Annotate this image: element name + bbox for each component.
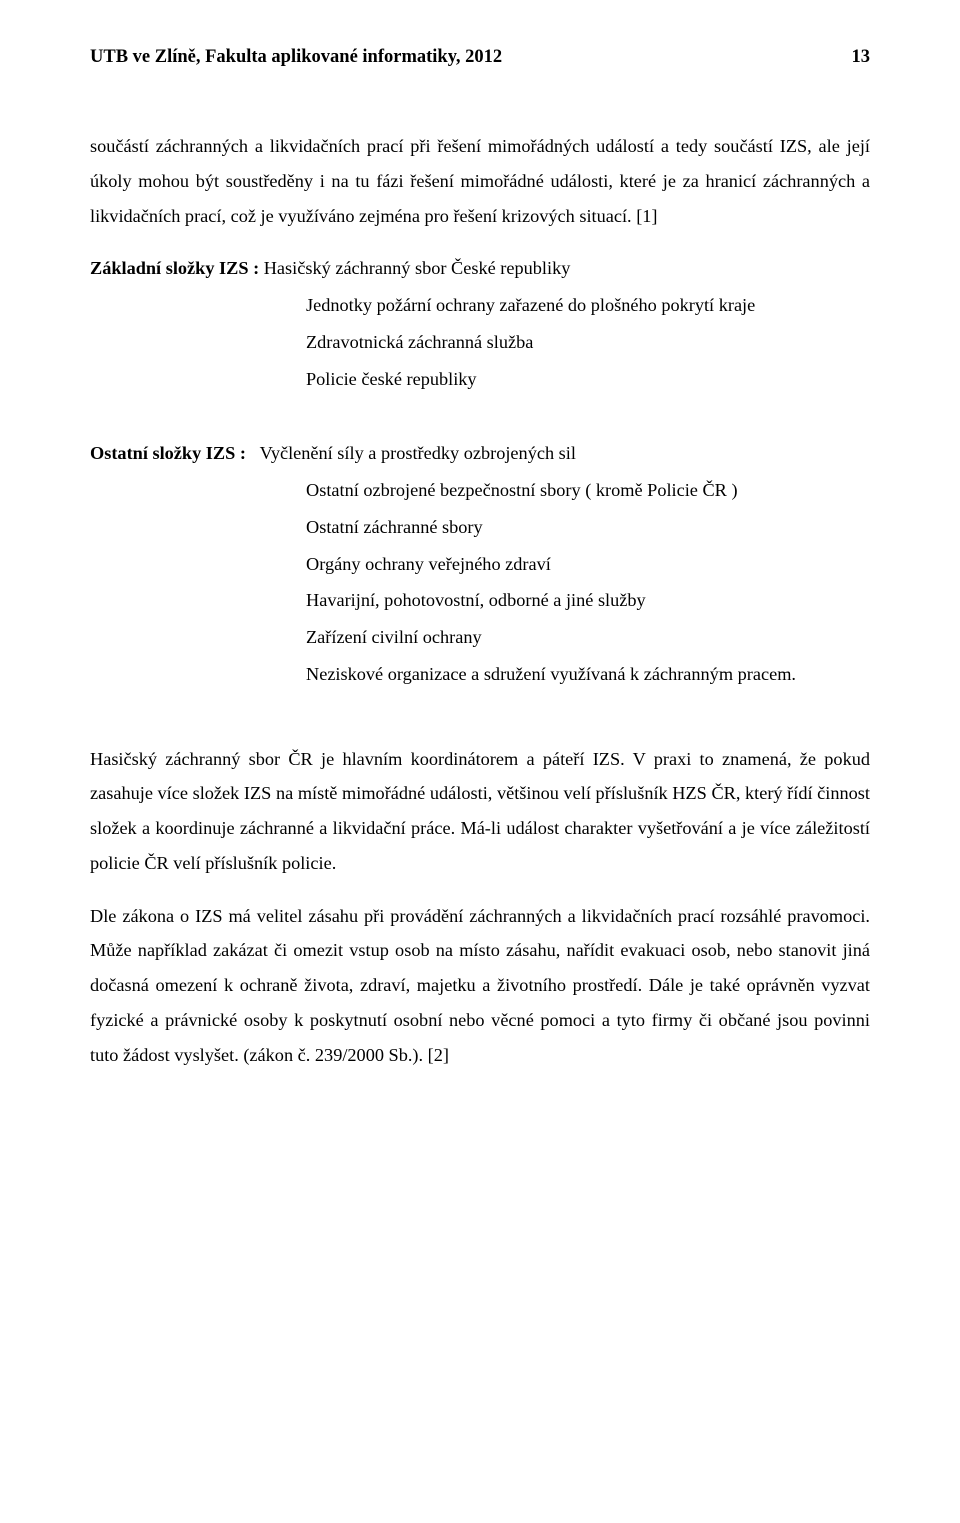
- list-item: Orgány ochrany veřejného zdraví: [306, 547, 870, 582]
- list-item: Zařízení civilní ochrany: [306, 620, 870, 655]
- spacer: [90, 694, 870, 742]
- basic-label: Základní složky IZS :: [90, 251, 264, 286]
- list-item: Neziskové organizace a sdružení využívan…: [306, 657, 870, 692]
- list-item: Havarijní, pohotovostní, odborné a jiné …: [306, 583, 870, 618]
- list-item: Policie české republiky: [306, 362, 870, 397]
- other-components-heading: Ostatní složky IZS : Vyčlenění síly a pr…: [90, 436, 870, 471]
- page-number: 13: [852, 40, 871, 75]
- list-item: Jednotky požární ochrany zařazené do plo…: [306, 288, 870, 323]
- spacer: [90, 398, 870, 436]
- other-first-item: Vyčlenění síly a prostředky ozbrojených …: [260, 436, 870, 471]
- intro-paragraph: součástí záchranných a likvidačních prac…: [90, 129, 870, 233]
- other-label: Ostatní složky IZS :: [90, 436, 260, 471]
- other-components-list: Ostatní ozbrojené bezpečnostní sbory ( k…: [90, 473, 870, 692]
- list-item: Ostatní záchranné sbory: [306, 510, 870, 545]
- basic-components-heading: Základní složky IZS : Hasičský záchranný…: [90, 251, 870, 286]
- header-title: UTB ve Zlíně, Fakulta aplikované informa…: [90, 40, 502, 75]
- page-header: UTB ve Zlíně, Fakulta aplikované informa…: [90, 40, 870, 75]
- list-item: Ostatní ozbrojené bezpečnostní sbory ( k…: [306, 473, 870, 508]
- list-item: Zdravotnická záchranná služba: [306, 325, 870, 360]
- basic-components-list: Jednotky požární ochrany zařazené do plo…: [90, 288, 870, 396]
- law-paragraph: Dle zákona o IZS má velitel zásahu při p…: [90, 899, 870, 1073]
- coordinator-paragraph: Hasičský záchranný sbor ČR je hlavním ko…: [90, 742, 870, 881]
- basic-first-item: Hasičský záchranný sbor České republiky: [264, 251, 870, 286]
